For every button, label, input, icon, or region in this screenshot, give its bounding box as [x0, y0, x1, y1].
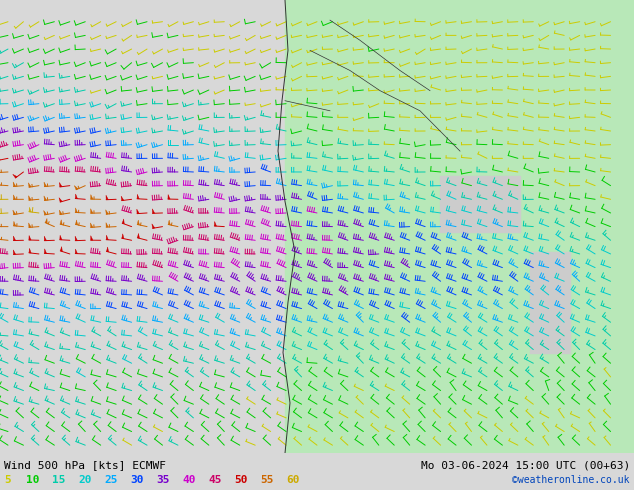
Polygon shape	[29, 196, 31, 200]
Polygon shape	[106, 222, 108, 227]
Bar	[285, 0, 634, 453]
Text: 5: 5	[4, 475, 11, 485]
Polygon shape	[29, 207, 31, 212]
Polygon shape	[91, 236, 93, 240]
Text: Mo 03-06-2024 15:00 UTC (00+63): Mo 03-06-2024 15:00 UTC (00+63)	[421, 460, 630, 470]
Polygon shape	[75, 236, 77, 241]
Text: 55: 55	[260, 475, 273, 485]
Polygon shape	[13, 250, 16, 254]
Polygon shape	[44, 249, 46, 253]
Polygon shape	[44, 211, 47, 215]
Polygon shape	[59, 197, 62, 202]
Text: 15: 15	[52, 475, 65, 485]
Polygon shape	[122, 234, 124, 239]
Polygon shape	[106, 195, 108, 200]
Polygon shape	[29, 183, 31, 187]
Text: Wind 500 hPa [kts] ECMWF: Wind 500 hPa [kts] ECMWF	[4, 460, 166, 470]
Bar	[440, 176, 520, 232]
Polygon shape	[74, 186, 78, 190]
Polygon shape	[59, 210, 62, 215]
Polygon shape	[29, 236, 31, 240]
Text: 20: 20	[78, 475, 91, 485]
Polygon shape	[152, 224, 155, 228]
Text: 40: 40	[182, 475, 195, 485]
Polygon shape	[75, 208, 77, 213]
Polygon shape	[75, 249, 77, 254]
Polygon shape	[91, 209, 93, 213]
Polygon shape	[168, 195, 170, 199]
Polygon shape	[13, 195, 16, 199]
Polygon shape	[106, 210, 108, 214]
Polygon shape	[168, 220, 171, 225]
Polygon shape	[138, 233, 139, 238]
Polygon shape	[13, 221, 16, 226]
Polygon shape	[60, 182, 62, 187]
Polygon shape	[60, 235, 62, 240]
Text: 30: 30	[130, 475, 143, 485]
Polygon shape	[45, 219, 47, 223]
Polygon shape	[152, 209, 155, 213]
Polygon shape	[106, 235, 108, 240]
Polygon shape	[121, 196, 124, 200]
Text: 25: 25	[104, 475, 117, 485]
Polygon shape	[122, 219, 124, 224]
Polygon shape	[60, 220, 62, 225]
Polygon shape	[29, 248, 31, 253]
Polygon shape	[91, 195, 93, 199]
Polygon shape	[214, 221, 217, 226]
Bar	[530, 252, 570, 352]
Polygon shape	[107, 247, 108, 252]
Polygon shape	[44, 236, 46, 241]
Polygon shape	[75, 194, 77, 198]
Text: 35: 35	[156, 475, 169, 485]
Text: 10: 10	[26, 475, 39, 485]
Polygon shape	[137, 209, 139, 214]
Polygon shape	[75, 220, 77, 225]
Polygon shape	[13, 236, 16, 241]
Polygon shape	[60, 246, 62, 251]
Polygon shape	[91, 223, 93, 227]
Polygon shape	[137, 194, 139, 199]
Polygon shape	[13, 174, 17, 178]
Polygon shape	[138, 220, 139, 225]
Polygon shape	[13, 210, 16, 215]
Text: 50: 50	[234, 475, 247, 485]
Polygon shape	[13, 182, 16, 187]
Polygon shape	[44, 182, 46, 187]
Polygon shape	[44, 196, 46, 200]
Text: ©weatheronline.co.uk: ©weatheronline.co.uk	[512, 475, 630, 485]
Polygon shape	[29, 223, 31, 227]
Text: 60: 60	[286, 475, 299, 485]
Text: 45: 45	[208, 475, 221, 485]
